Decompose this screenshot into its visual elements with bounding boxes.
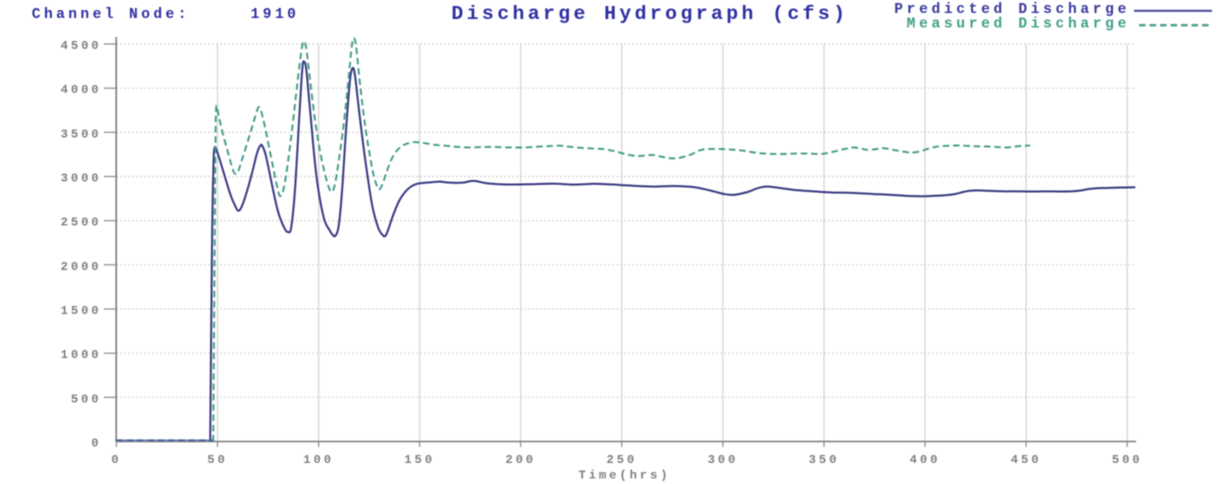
svg-text:150: 150 <box>404 453 435 467</box>
svg-text:3500: 3500 <box>61 127 102 141</box>
svg-text:Predicted Discharge: Predicted Discharge <box>894 2 1130 18</box>
svg-text:Channel Node: 1910: Channel Node: 1910 <box>32 7 299 23</box>
svg-text:300: 300 <box>708 453 739 467</box>
svg-text:200: 200 <box>505 453 536 467</box>
svg-text:0: 0 <box>111 453 121 467</box>
svg-text:500: 500 <box>1112 453 1143 467</box>
svg-text:2000: 2000 <box>61 260 102 274</box>
svg-text:0: 0 <box>91 437 101 451</box>
svg-text:500: 500 <box>71 392 102 406</box>
svg-text:100: 100 <box>303 453 334 467</box>
svg-text:Time(hrs): Time(hrs) <box>579 469 671 483</box>
svg-text:50: 50 <box>207 453 227 467</box>
svg-text:250: 250 <box>606 453 637 467</box>
svg-text:400: 400 <box>910 453 941 467</box>
svg-text:3000: 3000 <box>61 172 102 186</box>
svg-text:4000: 4000 <box>61 83 102 97</box>
svg-text:350: 350 <box>809 453 840 467</box>
svg-text:1000: 1000 <box>61 348 102 362</box>
svg-text:4500: 4500 <box>61 39 102 53</box>
svg-text:Discharge Hydrograph (cfs): Discharge Hydrograph (cfs) <box>451 3 848 25</box>
svg-text:1500: 1500 <box>61 304 102 318</box>
svg-text:2500: 2500 <box>61 216 102 230</box>
svg-text:450: 450 <box>1011 453 1042 467</box>
svg-text:Measured Discharge: Measured Discharge <box>907 16 1130 32</box>
